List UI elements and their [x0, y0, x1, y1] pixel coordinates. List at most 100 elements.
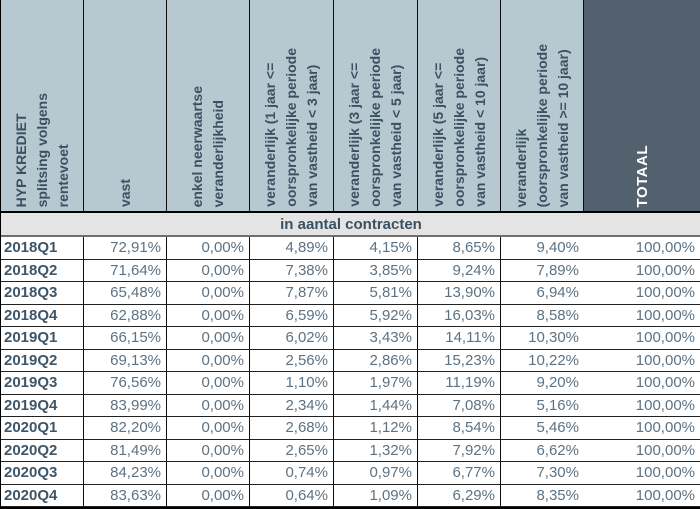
cell: 100,00% [584, 237, 700, 260]
column-header-veranderlijk-10plus: veranderlijk (oorspronkelijke periode va… [501, 0, 584, 213]
column-header-veranderlijk-5-10: veranderlijk (5 jaar <= oorspronkelijke … [418, 0, 501, 213]
cell: 100,00% [584, 439, 700, 462]
cell: 0,74% [250, 462, 334, 485]
cell: 1,12% [334, 417, 418, 440]
row-label: 2018Q2 [1, 259, 84, 282]
cell: 5,81% [334, 282, 418, 305]
cell: 100,00% [584, 394, 700, 417]
subheader-in-aantal-contracten: in aantal contracten [1, 213, 700, 237]
cell: 72,91% [84, 237, 167, 260]
cell: 9,20% [501, 372, 584, 395]
cell: 0,97% [334, 462, 418, 485]
cell: 8,65% [418, 237, 501, 260]
cell: 81,49% [84, 439, 167, 462]
column-header-vast: vast [84, 0, 167, 213]
cell: 4,15% [334, 237, 418, 260]
column-header-label: veranderlijk (5 jaar <= oorspronkelijke … [429, 48, 488, 207]
cell: 83,63% [84, 484, 167, 507]
cell: 0,00% [167, 237, 250, 260]
cell: 10,30% [501, 327, 584, 350]
cell: 1,09% [334, 484, 418, 507]
cell: 1,44% [334, 394, 418, 417]
cell: 62,88% [84, 304, 167, 327]
column-header-veranderlijk-3-5: veranderlijk (3 jaar <= oorspronkelijke … [334, 0, 418, 213]
column-header-label: vast [116, 178, 133, 207]
row-label: 2019Q4 [1, 394, 84, 417]
cell: 1,10% [250, 372, 334, 395]
cell: 84,23% [84, 462, 167, 485]
cell: 2,86% [334, 349, 418, 372]
cell: 2,68% [250, 417, 334, 440]
cell: 100,00% [584, 282, 700, 305]
cell: 9,40% [501, 237, 584, 260]
cell: 7,08% [418, 394, 501, 417]
cell: 14,11% [418, 327, 501, 350]
column-header-veranderlijk-1-3: veranderlijk (1 jaar <= oorspronkelijke … [250, 0, 334, 213]
cell: 100,00% [584, 327, 700, 350]
cell: 66,15% [84, 327, 167, 350]
row-label: 2019Q3 [1, 372, 84, 395]
cell: 69,13% [84, 349, 167, 372]
cell: 6,29% [418, 484, 501, 507]
cell: 1,97% [334, 372, 418, 395]
row-label: 2019Q1 [1, 327, 84, 350]
cell: 100,00% [584, 372, 700, 395]
cell: 6,77% [418, 462, 501, 485]
cell: 0,00% [167, 439, 250, 462]
row-label: 2020Q3 [1, 462, 84, 485]
cell: 100,00% [584, 349, 700, 372]
column-header-label: veranderlijk (oorspronkelijke periode va… [512, 43, 571, 207]
column-header-label: veranderlijk (1 jaar <= oorspronkelijke … [262, 48, 320, 207]
row-label: 2020Q1 [1, 417, 84, 440]
cell: 4,89% [250, 237, 334, 260]
cell: 100,00% [584, 417, 700, 440]
cell: 8,58% [501, 304, 584, 327]
cell: 0,00% [167, 484, 250, 507]
cell: 11,19% [418, 372, 501, 395]
cell: 8,54% [418, 417, 501, 440]
cell: 8,35% [501, 484, 584, 507]
cell: 1,32% [334, 439, 418, 462]
cell: 0,00% [167, 259, 250, 282]
row-label: 2019Q2 [1, 349, 84, 372]
cell: 15,23% [418, 349, 501, 372]
cell: 0,64% [250, 484, 334, 507]
cell: 6,62% [501, 439, 584, 462]
cell: 0,00% [167, 304, 250, 327]
cell: 3,43% [334, 327, 418, 350]
cell: 100,00% [584, 259, 700, 282]
cell: 83,99% [84, 394, 167, 417]
cell: 100,00% [584, 462, 700, 485]
column-header-label: TOTAAL [633, 144, 651, 207]
cell: 0,00% [167, 349, 250, 372]
cell: 100,00% [584, 484, 700, 507]
cell: 3,85% [334, 259, 418, 282]
cell: 7,38% [250, 259, 334, 282]
cell: 7,89% [501, 259, 584, 282]
cell: 16,03% [418, 304, 501, 327]
cell: 76,56% [84, 372, 167, 395]
cell: 7,92% [418, 439, 501, 462]
cell: 5,46% [501, 417, 584, 440]
column-header-totaal: TOTAAL [584, 0, 700, 213]
cell: 7,87% [250, 282, 334, 305]
cell: 6,94% [501, 282, 584, 305]
column-header-label: veranderlijk (3 jaar <= oorspronkelijke … [346, 48, 404, 207]
cell: 2,34% [250, 394, 334, 417]
cell: 10,22% [501, 349, 584, 372]
cell: 65,48% [84, 282, 167, 305]
cell: 0,00% [167, 282, 250, 305]
cell: 13,90% [418, 282, 501, 305]
column-header-label: enkel neerwaartse veranderlijkheid [189, 85, 226, 207]
row-label: 2018Q3 [1, 282, 84, 305]
cell: 5,92% [334, 304, 418, 327]
cell: 2,56% [250, 349, 334, 372]
cell: 6,59% [250, 304, 334, 327]
cell: 0,00% [167, 372, 250, 395]
cell: 2,65% [250, 439, 334, 462]
cell: 6,02% [250, 327, 334, 350]
cell: 9,24% [418, 259, 501, 282]
cell: 0,00% [167, 394, 250, 417]
corner-header-label: HYP KREDIET splitsing volgens rentevoet [12, 92, 71, 207]
